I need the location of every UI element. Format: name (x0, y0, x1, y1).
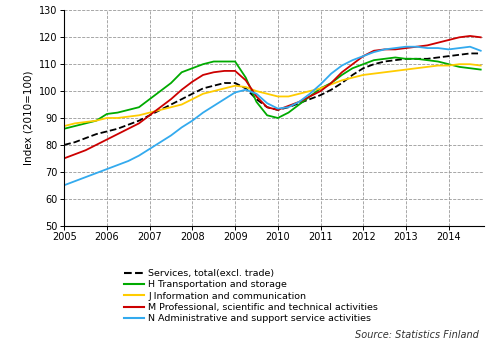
Text: Source: Statistics Finland: Source: Statistics Finland (355, 330, 479, 340)
Y-axis label: Index (2010=100): Index (2010=100) (23, 71, 33, 165)
Legend: Services, total(excl. trade), H Transportation and storage, J Information and co: Services, total(excl. trade), H Transpor… (124, 269, 378, 323)
